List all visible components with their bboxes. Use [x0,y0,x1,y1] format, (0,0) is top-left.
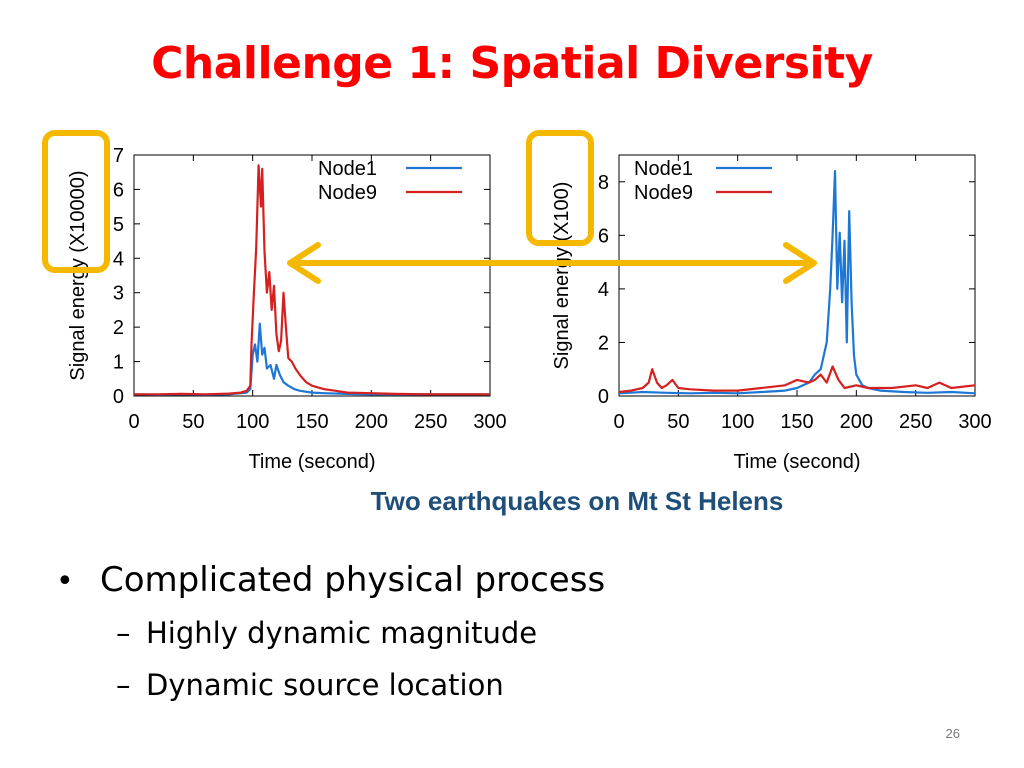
series-line-node1 [618,170,976,395]
sub-bullet-item: – Highly dynamic magnitude [116,616,984,650]
x-tick-label: 150 [780,411,813,433]
bullet-list: • Complicated physical process – Highly … [56,560,984,720]
x-axis-label: Time (second) [733,451,860,473]
slide-title: Challenge 1: Spatial Diversity [151,38,873,89]
slide-number: 26 [945,726,960,741]
x-tick-label: 200 [355,411,388,433]
x-tick-label: 100 [236,411,269,433]
bullet-text: Complicated physical process [100,560,606,600]
legend-label: Node1 [318,158,377,180]
legend-label: Node9 [634,182,693,204]
dash-icon: – [116,616,131,650]
y-tick-label: 2 [598,332,609,354]
y-tick-label: 4 [113,248,124,270]
y-tick-label: 3 [113,283,124,305]
chart-right: 0 50 100 150 200 250 300 0 2 4 6 8 Time (second) Sign… [551,154,992,473]
x-tick-label: 250 [899,411,932,433]
bullet-dot-icon: • [56,564,74,599]
x-axis-label: Time (second) [248,451,375,473]
series-line-node9 [134,164,490,396]
arrow-right-head-icon [783,242,817,284]
figure-caption: Two earthquakes on Mt St Helens [370,486,784,516]
sub-bullet-text: Highly dynamic magnitude [146,616,538,650]
y-tick-label: 8 [598,172,609,194]
y-tick-label: 0 [113,386,124,408]
arrow-left-head-icon [287,242,321,284]
y-axis-label: Signal energy (X100) [551,182,573,370]
y-tick-label: 4 [598,279,609,301]
y-tick-label: 2 [113,317,124,339]
highlight-box-right [526,130,594,246]
x-tick-label: 50 [667,411,689,433]
highlight-box-left [42,130,110,273]
x-tick-label: 150 [295,411,328,433]
chart-left: 0 50 100 150 200 250 300 0 1 2 3 4 5 6 7 Time (second) S… [67,145,507,473]
x-tick-label: 100 [721,411,754,433]
bullet-item: • Complicated physical process [56,560,984,600]
x-tick-label: 300 [958,411,991,433]
series-line-node9 [618,365,976,394]
y-tick-label: 0 [598,386,609,408]
sub-bullet-text: Dynamic source location [146,668,504,702]
y-tick-label: 5 [113,214,124,236]
y-tick-label: 7 [113,145,124,167]
y-tick-label: 6 [598,225,609,247]
dash-icon: – [116,668,131,702]
x-tick-label: 0 [613,411,624,433]
sub-bullet-item: – Dynamic source location [116,668,984,702]
y-tick-label: 1 [113,352,124,374]
y-axis-label: Signal energy (X10000) [67,170,89,380]
x-tick-label: 300 [473,411,506,433]
x-tick-label: 200 [840,411,873,433]
x-tick-label: 0 [128,411,139,433]
x-tick-label: 50 [182,411,204,433]
legend-label: Node9 [318,182,377,204]
series-line-node1 [133,322,490,396]
y-tick-label: 6 [113,179,124,201]
legend-label: Node1 [634,158,693,180]
x-tick-label: 250 [414,411,447,433]
highlight-annotations [42,130,817,284]
